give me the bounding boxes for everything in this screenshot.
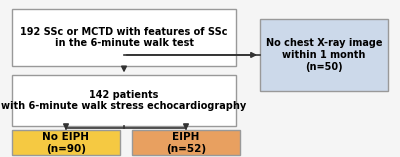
Text: 142 patients
with 6-minute walk stress echocardiography: 142 patients with 6-minute walk stress e… [1,90,247,111]
FancyBboxPatch shape [260,19,388,91]
Text: 192 SSc or MCTD with features of SSc
in the 6-minute walk test: 192 SSc or MCTD with features of SSc in … [20,27,228,49]
FancyBboxPatch shape [12,9,236,66]
Text: No chest X-ray image
within 1 month
(n=50): No chest X-ray image within 1 month (n=5… [266,38,382,72]
FancyBboxPatch shape [132,130,240,155]
Text: No EIPH
(n=90): No EIPH (n=90) [42,132,90,154]
FancyBboxPatch shape [12,130,120,155]
Text: EIPH
(n=52): EIPH (n=52) [166,132,206,154]
FancyBboxPatch shape [12,75,236,126]
